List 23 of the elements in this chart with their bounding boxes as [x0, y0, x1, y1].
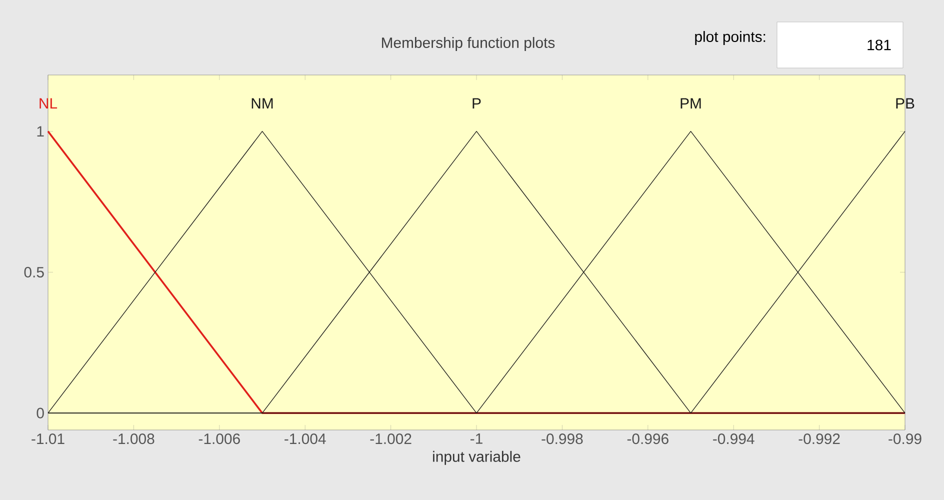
series-label: NM	[252, 98, 273, 109]
x-tick-label: -1.008	[113, 434, 154, 444]
series-label: NL	[40, 98, 58, 109]
x-tick-label: -1.01	[32, 434, 64, 444]
text: 181	[868, 40, 891, 50]
text: plot points:	[695, 31, 766, 45]
x-tick-label: -0.994	[713, 434, 754, 444]
x-tick-label: -1.006	[198, 434, 240, 444]
x-tick-label: -0.996	[627, 434, 668, 444]
x-tick-label: -1.002	[370, 434, 412, 444]
series-label: PB	[896, 98, 914, 109]
series-label: P	[472, 98, 481, 109]
chart-title: Membership function plots	[382, 37, 555, 51]
y-tick-label: 1	[37, 126, 44, 136]
x-tick-label: -1	[470, 434, 482, 444]
x-tick-label: -0.992	[798, 434, 840, 444]
y-tick-label: 0	[36, 408, 44, 418]
x-axis-title: input variable	[433, 450, 520, 465]
series-label: PM	[680, 98, 701, 109]
x-tick-label: -0.998	[542, 434, 583, 444]
y-tick-label: 0.5	[24, 266, 44, 278]
x-tick-label: -0.99	[888, 434, 922, 444]
x-tick-label: -1.004	[284, 434, 326, 444]
